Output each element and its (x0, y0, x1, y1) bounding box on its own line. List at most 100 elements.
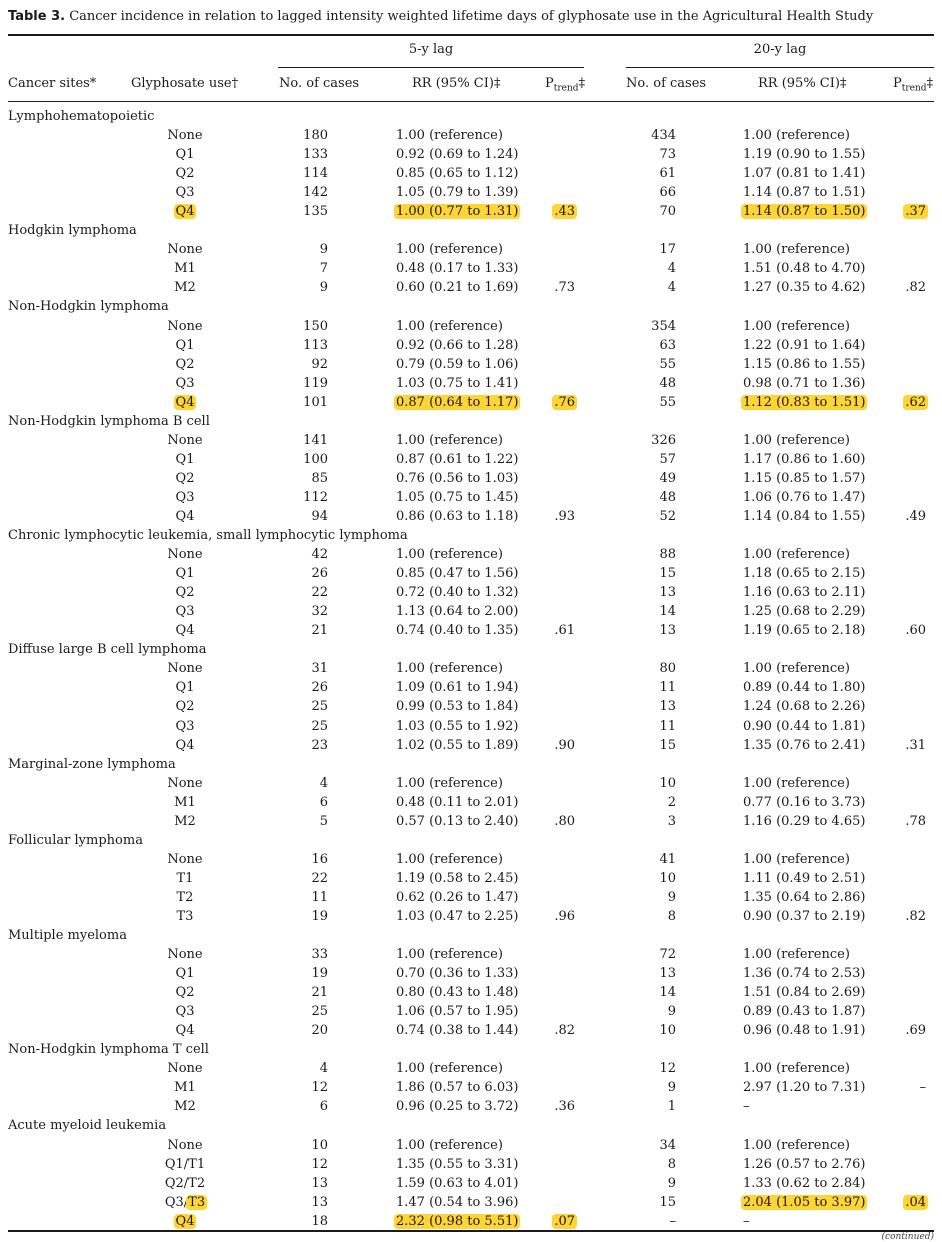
cell-n5: 100 (303, 451, 328, 467)
cell-n5: 22 (311, 585, 328, 601)
cell-level: Q1 (175, 566, 195, 582)
cell-n20: 10 (659, 1023, 676, 1039)
cell-level: M1 (174, 261, 196, 277)
table-row: Q4 135 1.00 (0.77 to 1.31) .43 70 1.14 (0.87 … (0, 203, 942, 222)
cell-rr5: 0.99 (0.53 to 1.84) (396, 699, 519, 715)
header-ptrend-5y: Ptrend‡ (545, 76, 585, 94)
cell-n20: 48 (659, 489, 676, 505)
cell-n5: 114 (303, 166, 328, 182)
cell-rr20: 1.26 (0.57 to 2.76) (743, 1156, 866, 1172)
cancer-site-label: Non-Hodgkin lymphoma (8, 299, 169, 315)
cell-rr20: 1.00 (reference) (743, 432, 850, 448)
cell-rr5: 0.72 (0.40 to 1.32) (396, 585, 519, 601)
cell-p5: .61 (554, 623, 575, 639)
highlighted-value: 1.00 (0.77 to 1.31) (394, 204, 521, 220)
cell-level: Q3 (175, 185, 195, 201)
cell-rr20: 1.51 (0.48 to 4.70) (743, 261, 866, 277)
table-row: Q4 20 0.74 (0.38 to 1.44) .82 10 0.96 (0.48 t… (0, 1022, 942, 1041)
cell-level: T1 (176, 870, 194, 886)
cell-level: Q3 (175, 604, 195, 620)
section-row: Non-Hodgkin lymphoma T cell (0, 1041, 942, 1060)
cell-n20: 13 (659, 623, 676, 639)
cell-level: Q4 (175, 1023, 195, 1039)
table-row: Q4 18 2.32 (0.98 to 5.51) .07 – – (0, 1213, 942, 1232)
section-row: Lymphohematopoietic (0, 108, 942, 127)
cell-rr5: 1.03 (0.55 to 1.92) (396, 718, 519, 734)
cell-level: Q2 (175, 985, 195, 1001)
cell-rr20: 1.00 (reference) (743, 661, 850, 677)
cell-rr5: 1.13 (0.64 to 2.00) (396, 604, 519, 620)
table-row: Q3 25 1.06 (0.57 to 1.95) 9 0.89 (0.43 to 1.… (0, 1003, 942, 1022)
cell-level: M1 (174, 1080, 196, 1096)
ptrend-p: P (893, 76, 902, 91)
cancer-site-label: Marginal-zone lymphoma (8, 756, 176, 772)
ptrend-p: P (545, 76, 554, 91)
cancer-site-label: Non-Hodgkin lymphoma B cell (8, 413, 210, 429)
cell-n20: 8 (667, 908, 676, 924)
cell-n5: 21 (311, 985, 328, 1001)
cell-rr20: 0.89 (0.43 to 1.87) (743, 1004, 866, 1020)
cell-level: None (167, 1137, 203, 1153)
cell-rr5: 1.03 (0.47 to 2.25) (396, 908, 519, 924)
cell-rr5: 0.48 (0.17 to 1.33) (396, 261, 519, 277)
cancer-site-label: Lymphohematopoietic (8, 109, 155, 124)
table-row: Q4 94 0.86 (0.63 to 1.18) .93 52 1.14 (0.84 t… (0, 508, 942, 527)
cell-n5: 23 (311, 737, 328, 753)
cell-p5: .36 (554, 1099, 575, 1115)
cell-rr5: 0.60 (0.21 to 1.69) (396, 280, 519, 296)
cell-rr20: 1.51 (0.84 to 2.69) (743, 985, 866, 1001)
cell-n5: 18 (311, 1213, 328, 1229)
cell-rr5: 1.35 (0.55 to 3.31) (396, 1156, 519, 1172)
table-row: M1 12 1.86 (0.57 to 6.03) 9 2.97 (1.20 to 7.… (0, 1079, 942, 1098)
cell-level: M2 (174, 813, 196, 829)
cell-n20: 2 (667, 794, 676, 810)
cell-n5: 150 (303, 318, 328, 334)
cell-level: T3 (176, 908, 194, 924)
cell-n20: 4 (667, 280, 676, 296)
cell-n5: 12 (311, 1156, 328, 1172)
cell-rr20: 1.35 (0.76 to 2.41) (743, 737, 866, 753)
table-row: None 9 1.00 (reference) 17 1.00 (reference) (0, 241, 942, 260)
table-row: None 180 1.00 (reference) 434 1.00 (referenc… (0, 127, 942, 146)
highlighted-value: Q4 (173, 1213, 197, 1229)
cell-level: Q4 (150, 1213, 220, 1230)
highlighted-value: .43 (552, 204, 577, 220)
highlighted-value: Q4 (173, 394, 197, 410)
cell-n5: 25 (311, 718, 328, 734)
cell-level: None (167, 947, 203, 963)
cell-level: T2 (176, 889, 194, 905)
cell-n20: 15 (659, 737, 676, 753)
section-row: Diffuse large B cell lymphoma (0, 641, 942, 660)
section-row: Follicular lymphoma (0, 832, 942, 851)
cell-n5: 11 (311, 889, 328, 905)
cell-n5: 9 (319, 280, 328, 296)
cell-rr20: 0.96 (0.48 to 1.91) (743, 1023, 866, 1039)
cell-n5: 101 (303, 394, 328, 410)
cell-level: M2 (174, 280, 196, 296)
cell-n20: 14 (659, 604, 676, 620)
cell-rr20: 1.00 (reference) (743, 128, 850, 144)
table-row: Q2/T2 13 1.59 (0.63 to 4.01) 9 1.33 (0.62 to… (0, 1175, 942, 1194)
cell-level: None (167, 432, 203, 448)
cell-level: Q1 (175, 680, 195, 696)
cell-rr5: 1.00 (reference) (396, 1137, 503, 1153)
group-rule-5y (278, 67, 584, 68)
cell-n20: 55 (659, 394, 676, 410)
cell-level: Q2 (175, 356, 195, 372)
cell-rr5: 0.92 (0.66 to 1.28) (396, 337, 519, 353)
table-row: T3 19 1.03 (0.47 to 2.25) .96 8 0.90 (0.37 to… (0, 908, 942, 927)
table-row: None 150 1.00 (reference) 354 1.00 (referenc… (0, 318, 942, 337)
cell-rr20: 1.24 (0.68 to 2.26) (743, 699, 866, 715)
cell-rr20: 1.16 (0.29 to 4.65) (743, 813, 866, 829)
cell-level: Q1 (175, 337, 195, 353)
cell-level: Q1/T1 (164, 1156, 206, 1172)
table-row: M2 6 0.96 (0.25 to 3.72) .36 1 – (0, 1098, 942, 1117)
highlighted-value: 0.87 (0.64 to 1.17) (394, 394, 521, 410)
highlighted-value: 2.04 (1.05 to 3.97) (741, 1194, 868, 1210)
cell-n20: 10 (659, 870, 676, 886)
cell-n5: 142 (303, 185, 328, 201)
cell-p20: .82 (905, 280, 926, 296)
cell-level: None (167, 661, 203, 677)
table-row: M1 6 0.48 (0.11 to 2.01) 2 0.77 (0.16 to 3.7… (0, 794, 942, 813)
cell-rr20: 0.77 (0.16 to 3.73) (743, 794, 866, 810)
